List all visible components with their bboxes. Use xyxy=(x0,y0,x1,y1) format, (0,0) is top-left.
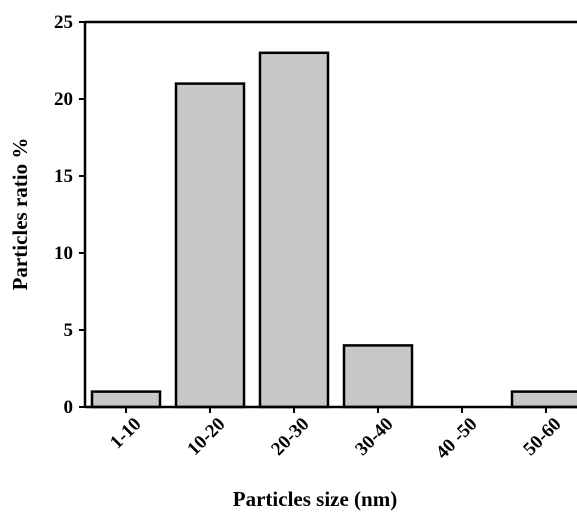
axes-group xyxy=(83,20,577,409)
y-tick-label-0: 0 xyxy=(64,397,74,418)
bars-group xyxy=(90,51,577,409)
y-tick-label-2: 10 xyxy=(54,243,73,264)
bar-2 xyxy=(258,51,330,409)
bar-0 xyxy=(90,390,162,409)
x-tick-label-5: 50-60 xyxy=(519,414,565,460)
y-tick-label-1: 5 xyxy=(64,320,74,341)
bar-3 xyxy=(342,344,414,409)
x-ticks-group: 1-10 10-20 20-30 30-40 40 -50 50-60 xyxy=(106,407,566,464)
y-tick-label-5: 25 xyxy=(54,12,73,33)
x-axis-title: Particles size (nm) xyxy=(233,487,397,511)
y-axis-title: Particles ratio % xyxy=(8,138,32,291)
bar-1 xyxy=(174,82,246,409)
y-tick-label-4: 20 xyxy=(54,89,73,110)
y-ticks-group: 0 5 10 15 20 25 xyxy=(54,12,85,418)
x-tick-label-3: 30-40 xyxy=(351,414,397,460)
y-tick-label-3: 15 xyxy=(54,166,73,187)
bar-5 xyxy=(510,390,577,409)
x-tick-label-4: 40 -50 xyxy=(432,414,482,464)
x-tick-label-1: 10-20 xyxy=(183,414,229,460)
x-tick-label-2: 20-30 xyxy=(267,414,313,460)
x-tick-label-0: 1-10 xyxy=(106,414,145,453)
